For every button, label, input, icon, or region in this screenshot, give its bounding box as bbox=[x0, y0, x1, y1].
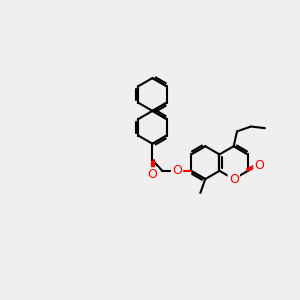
Text: O: O bbox=[148, 168, 158, 182]
Text: O: O bbox=[172, 164, 182, 177]
Text: O: O bbox=[254, 159, 264, 172]
Text: O: O bbox=[229, 172, 238, 186]
